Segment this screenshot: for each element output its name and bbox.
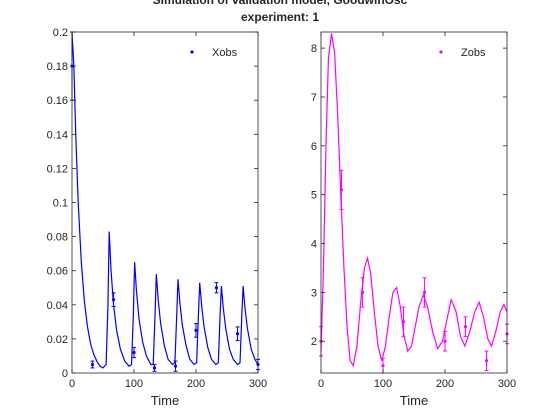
y-tick-label: 6 — [311, 141, 317, 153]
x-axis-label: Time — [151, 393, 179, 408]
marker — [235, 332, 240, 336]
error-point — [194, 323, 198, 338]
chart-subtitle: experiment: 1 — [241, 10, 319, 24]
error-point — [90, 360, 95, 369]
marker — [90, 362, 95, 367]
error-point — [173, 360, 178, 372]
error-point — [339, 169, 344, 210]
y-tick-label: 0.02 — [47, 334, 68, 346]
marker — [214, 286, 219, 290]
marker — [132, 350, 136, 355]
marker — [111, 298, 116, 302]
error-point — [463, 316, 468, 337]
y-tick-label: 7 — [311, 92, 317, 104]
error-point — [214, 282, 219, 294]
axes-box — [320, 31, 508, 374]
line — [71, 31, 259, 369]
legend-label: Zobs — [461, 47, 486, 59]
error-point — [360, 277, 365, 308]
y-tick-label: 0 — [62, 368, 68, 380]
x-tick-label: 0 — [318, 378, 324, 390]
error-point — [401, 306, 406, 337]
error-point — [422, 277, 427, 308]
x-tick-label: 0 — [69, 378, 75, 390]
y-tick-label: 5 — [311, 190, 317, 202]
marker — [194, 328, 198, 332]
x-axis-label: Time — [400, 393, 428, 408]
legend-marker — [190, 50, 194, 54]
legend-label: Xobs — [212, 47, 238, 59]
y-tick-label: 4 — [311, 239, 317, 251]
error-point — [484, 350, 489, 372]
y-tick-label: 0.18 — [47, 61, 68, 73]
plot-area — [72, 32, 258, 373]
x-tick-label: 100 — [374, 378, 392, 390]
error-point — [152, 363, 157, 372]
error-point — [111, 292, 116, 308]
marker — [360, 290, 365, 294]
marker — [401, 320, 406, 324]
y-tick-label: 0.04 — [47, 300, 68, 312]
y-tick-label: 0.14 — [47, 129, 68, 141]
plot-area — [321, 32, 507, 373]
y-tick-label: 2 — [311, 336, 317, 348]
x-tick-label: 300 — [498, 378, 516, 390]
error-point — [235, 326, 240, 342]
x-tick-label: 100 — [125, 378, 143, 390]
marker — [173, 364, 178, 368]
y-tick-label: 0.08 — [47, 232, 68, 244]
marker — [152, 366, 157, 370]
marker — [339, 188, 344, 192]
y-tick-label: 0.06 — [47, 266, 68, 278]
marker — [484, 359, 489, 363]
y-tick-label: 3 — [311, 287, 317, 299]
marker — [381, 364, 385, 368]
marker — [463, 324, 468, 329]
y-tick-label: 0.1 — [53, 198, 68, 210]
x-tick-label: 300 — [249, 378, 267, 390]
chart-title: Simulation of validation model, GoodwinO… — [153, 0, 408, 7]
x-tick-label: 200 — [187, 378, 205, 390]
error-point — [132, 346, 136, 359]
marker — [443, 339, 447, 343]
y-tick-label: 0.16 — [47, 95, 68, 107]
y-tick-label: 0.2 — [53, 27, 68, 39]
x-tick-label: 200 — [436, 378, 454, 390]
error-point — [443, 330, 447, 352]
y-tick-label: 0.12 — [47, 163, 68, 175]
y-tick-label: 8 — [311, 43, 317, 55]
marker — [422, 290, 427, 294]
legend-marker — [439, 50, 443, 54]
